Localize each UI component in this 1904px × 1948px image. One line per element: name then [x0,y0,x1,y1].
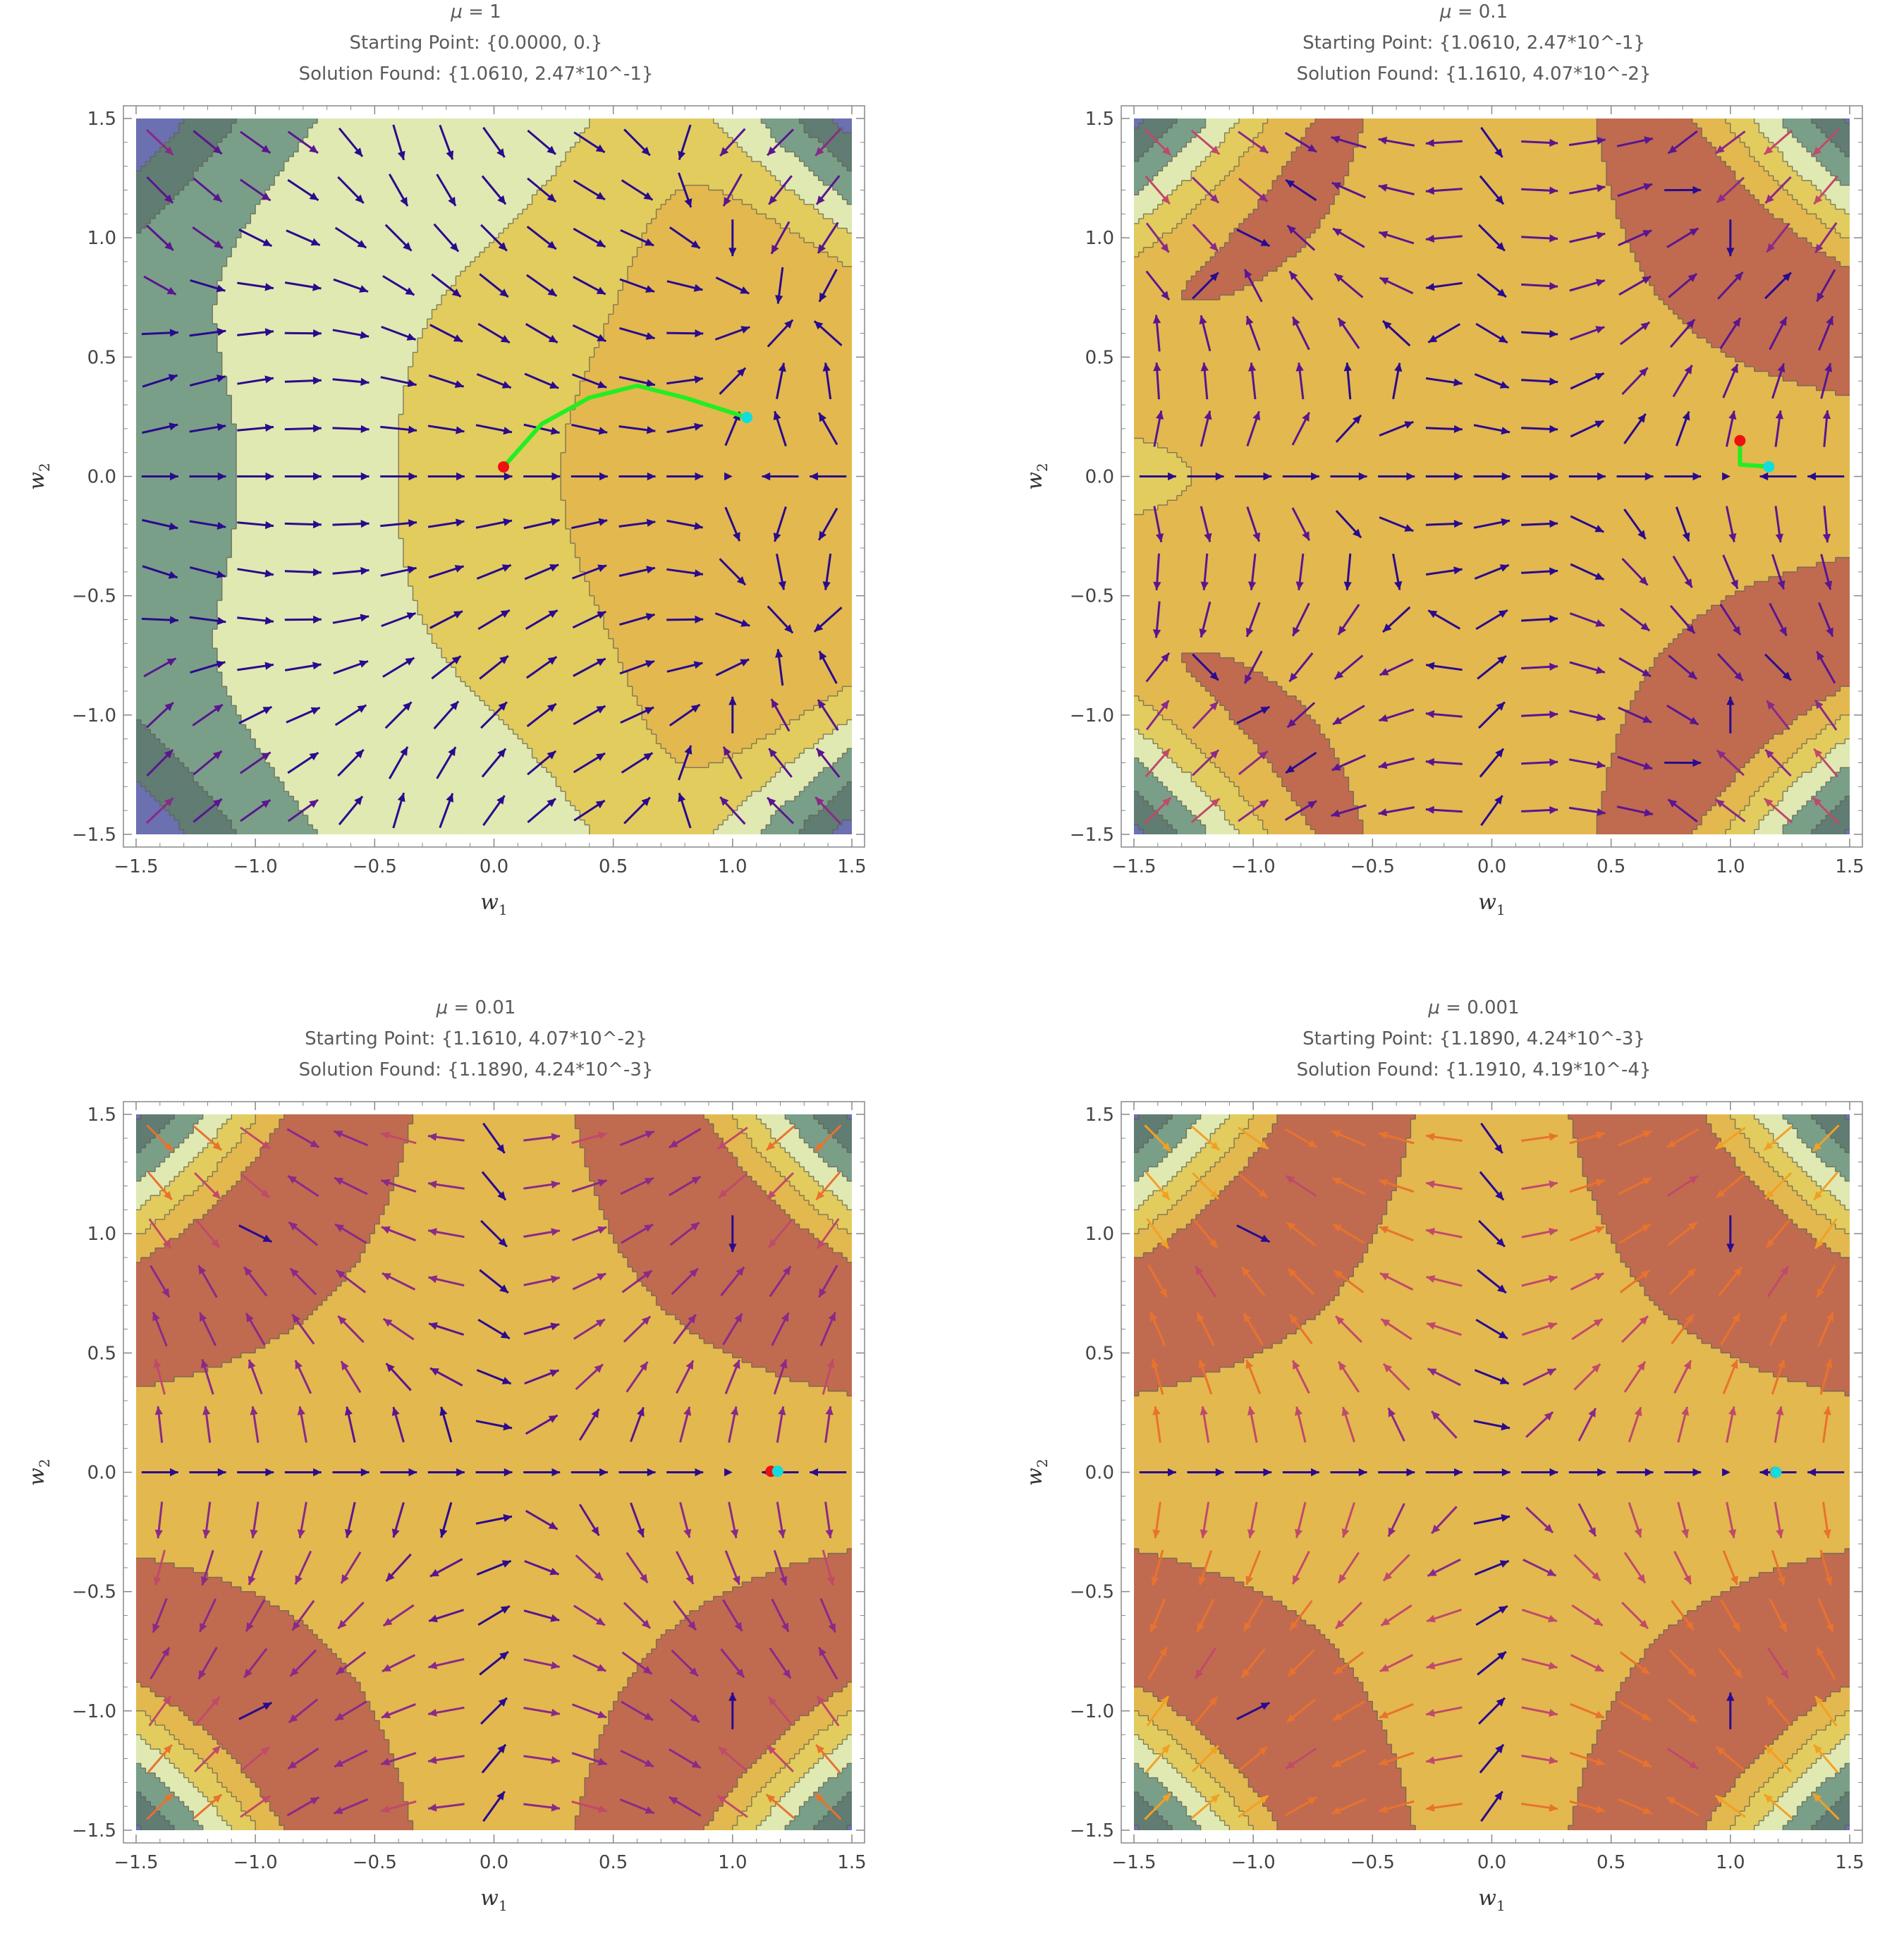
x-tick-label: −1.0 [233,1852,278,1873]
x-tick-label: 1.5 [837,856,866,877]
y-tick-label: −1.0 [72,705,116,726]
y-tick-label: 0.0 [87,467,116,488]
x-tick-label: 1.0 [1716,1852,1745,1873]
panel-4: μ = 0.001 Starting Point: {1.1890, 4.24*… [998,996,1904,1948]
y-tick-label: −1.0 [1070,1701,1114,1722]
y-tick-label: −0.5 [72,1582,116,1603]
y-tick-label: −1.5 [72,824,116,846]
y-tick-label: 0.5 [1085,347,1114,368]
y-tick-label: 0.0 [1085,1463,1114,1484]
y-tick-label: 1.0 [87,228,116,249]
x-tick-label: 0.0 [1477,1852,1506,1873]
x-tick-label: −1.0 [1231,856,1276,877]
x-tick-label: 0.5 [599,856,628,877]
x-tick-label: 1.0 [718,1852,747,1873]
y-tick-label: −1.0 [1070,705,1114,726]
y-tick-label: 0.0 [1085,467,1114,488]
plot-area: −1.5 −1.5 −1.0 −1.0 −0.5 −0.5 0.0 0.0 0.5 0.5 1.0 1… [0,0,952,952]
x-tick-label: 1.0 [1716,856,1745,877]
panel-3: μ = 0.01 Starting Point: {1.1610, 4.07*1… [0,996,952,1948]
x-tick-label: 1.5 [1835,856,1864,877]
y-tick-label: 1.0 [1085,228,1114,249]
solution-point [741,412,752,423]
plot-area: −1.5 −1.5 −1.0 −1.0 −0.5 −0.5 0.0 0.0 0.5 0.5 1.0 1… [998,0,1904,952]
y-tick-label: 1.5 [1085,109,1114,130]
x-tick-label: −1.0 [1231,1852,1276,1873]
x-axis-label: w1 [1478,1886,1505,1914]
y-tick-label: −1.5 [1070,824,1114,846]
x-tick-label: 0.5 [599,1852,628,1873]
x-tick-label: −1.5 [1111,856,1156,877]
solution-point [772,1466,783,1477]
x-axis-label: w1 [1478,890,1505,918]
x-tick-label: −1.0 [233,856,278,877]
solution-point [1763,461,1774,473]
x-tick-label: 1.5 [837,1852,866,1873]
x-tick-label: −1.5 [114,1852,158,1873]
start-point [1734,435,1745,446]
y-tick-label: −0.5 [72,586,116,607]
x-tick-label: −0.5 [1350,1852,1395,1873]
y-axis-label: w2 [25,463,53,489]
y-tick-label: 0.0 [87,1463,116,1484]
x-tick-label: −0.5 [1350,856,1395,877]
x-tick-label: −1.5 [1111,1852,1156,1873]
y-tick-label: 1.5 [87,109,116,130]
plot-area: −1.5 −1.5 −1.0 −1.0 −0.5 −0.5 0.0 0.0 0.5 0.5 1.0 1… [0,996,952,1948]
x-tick-label: −0.5 [353,856,397,877]
y-tick-label: −0.5 [1070,1582,1114,1603]
panel-2: μ = 0.1 Starting Point: {1.0610, 2.47*10… [998,0,1904,952]
y-tick-label: 0.5 [87,347,116,368]
y-axis-label: w2 [1023,463,1051,489]
x-axis-label: w1 [480,1886,507,1914]
x-tick-label: −0.5 [353,1852,397,1873]
y-tick-label: −1.0 [72,1701,116,1722]
y-tick-label: 1.5 [1085,1104,1114,1126]
x-tick-label: 0.0 [480,1852,508,1873]
x-tick-label: 0.5 [1597,856,1625,877]
panel-1: μ = 1 Starting Point: {0.0000, 0.} Solut… [0,0,952,952]
x-tick-label: 0.0 [1477,856,1506,877]
y-tick-label: −1.5 [1070,1820,1114,1842]
y-tick-label: 0.5 [1085,1343,1114,1364]
start-point [498,461,509,473]
solution-point [1770,1466,1781,1478]
y-tick-label: 0.5 [87,1343,116,1364]
x-tick-label: 1.0 [718,856,747,877]
y-tick-label: 1.0 [1085,1224,1114,1245]
y-tick-label: −1.5 [72,1820,116,1842]
y-tick-label: 1.0 [87,1224,116,1245]
x-tick-label: 0.5 [1597,1852,1625,1873]
y-tick-label: −0.5 [1070,586,1114,607]
y-axis-label: w2 [1023,1459,1051,1485]
y-axis-label: w2 [25,1459,53,1485]
plot-area: −1.5 −1.5 −1.0 −1.0 −0.5 −0.5 0.0 0.0 0.5 0.5 1.0 1… [998,996,1904,1948]
y-tick-label: 1.5 [87,1104,116,1126]
x-tick-label: 1.5 [1835,1852,1864,1873]
x-tick-label: −1.5 [114,856,158,877]
x-tick-label: 0.0 [480,856,508,877]
x-axis-label: w1 [480,890,507,918]
